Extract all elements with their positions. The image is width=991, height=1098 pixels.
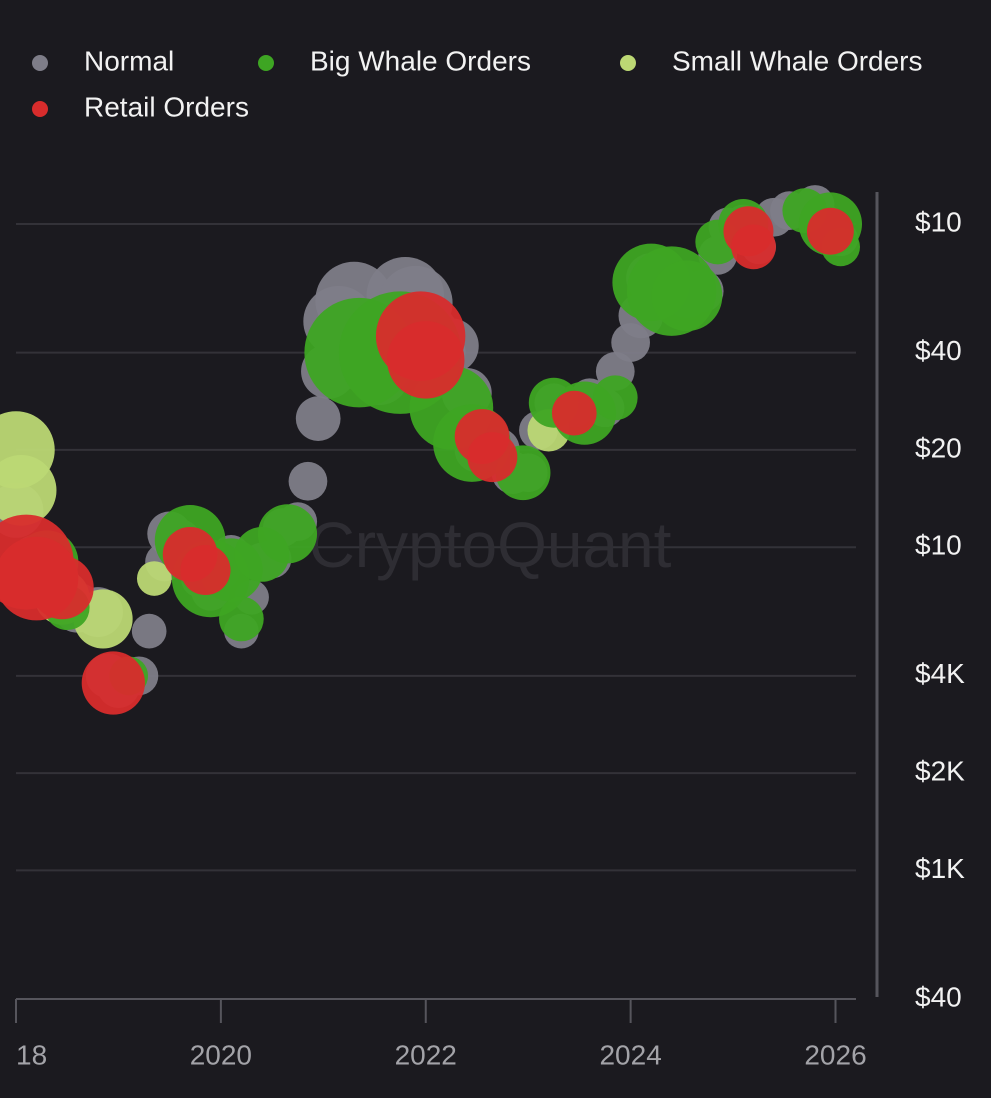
x-tick-label: 2024 — [599, 1039, 661, 1070]
bubble — [81, 651, 145, 715]
y-tick-label: $2K — [915, 756, 965, 787]
x-tick-label: 18 — [16, 1039, 47, 1070]
bubble — [651, 260, 723, 332]
y-tick-label: $10 — [915, 530, 962, 561]
x-tick-label: 2020 — [190, 1039, 252, 1070]
bubble — [136, 561, 172, 596]
y-tick-label: $10 — [915, 206, 962, 237]
watermark: CryptoQuant — [309, 509, 672, 581]
x-tick-label: 2022 — [395, 1039, 457, 1070]
bubble — [180, 545, 231, 596]
bubble — [219, 596, 264, 642]
bubble — [131, 613, 167, 649]
bubble — [592, 375, 638, 421]
bubble — [387, 321, 465, 399]
bubble — [467, 432, 518, 483]
legend-label: Big Whale Orders — [310, 45, 531, 76]
y-tick-label: $1K — [915, 853, 965, 884]
grid: $10 $40 $20 $10 $4K $2K $1K $40 18 2020 2022 2024 20… — [15, 206, 965, 1070]
legend-swatch — [620, 55, 636, 71]
marks — [0, 185, 863, 715]
bubble — [257, 504, 318, 564]
bubble — [731, 224, 776, 270]
bubble — [295, 396, 341, 441]
bubble — [551, 390, 597, 436]
bubble — [0, 454, 57, 526]
y-tick-label: $20 — [915, 432, 962, 463]
y-tick-label: $4K — [915, 658, 965, 689]
legend-label: Retail Orders — [84, 91, 249, 122]
bubble — [30, 555, 94, 620]
legend-swatch — [32, 55, 48, 71]
x-tick-label: 2026 — [804, 1039, 866, 1070]
bubble — [288, 461, 328, 501]
y-tick-label: $40 — [915, 335, 962, 366]
legend-swatch — [32, 101, 48, 117]
legend: Normal Big Whale Orders Small Whale Orders… — [32, 45, 923, 122]
bubble — [806, 207, 854, 255]
legend-label: Small Whale Orders — [672, 45, 923, 76]
y-tick-label: $40 — [915, 981, 962, 1012]
legend-swatch — [258, 55, 274, 71]
legend-label: Normal — [84, 45, 174, 76]
